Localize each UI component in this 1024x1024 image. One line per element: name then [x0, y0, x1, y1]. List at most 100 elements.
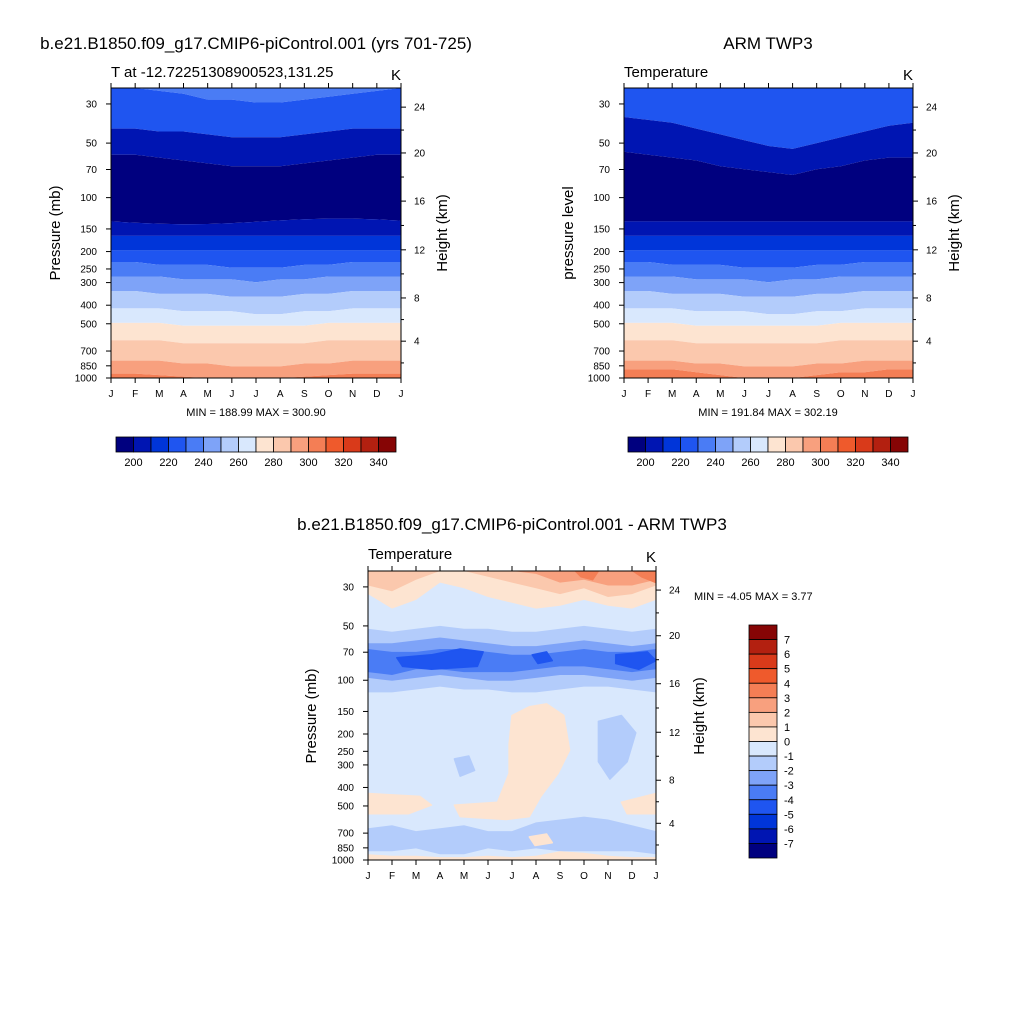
panel-model-units: K	[391, 67, 401, 84]
contour-band-12	[624, 340, 913, 367]
y-tick-label: 300	[80, 278, 97, 289]
colorbar-swatch	[185, 436, 204, 453]
x-tick-label: F	[389, 871, 395, 882]
y-tick-label: 100	[337, 676, 354, 687]
colorbar-label: 6	[784, 649, 790, 661]
contour-band-warm-mid	[453, 703, 571, 821]
panel-diff: b.e21.B1850.f09_g17.CMIP6-piControl.001 …	[297, 515, 812, 882]
x-tick-label: M	[716, 389, 724, 400]
colorbar-label: -3	[784, 780, 794, 792]
y-tick-label: 50	[599, 139, 611, 150]
contour-band-cold-midR	[597, 714, 637, 780]
colorbar-label: 320	[334, 457, 352, 469]
colorbar-swatch	[238, 436, 257, 453]
y-right-tick-label: 20	[414, 148, 426, 159]
panel-diff-stats: MIN = -4.05 MAX = 3.77	[694, 591, 813, 603]
contour-band-cold-midL	[453, 755, 476, 777]
x-tick-label: S	[301, 389, 308, 400]
x-tick-label: M	[155, 389, 163, 400]
colorbar-swatch	[220, 436, 239, 453]
colorbar-swatch	[748, 711, 778, 728]
panel-diff-left-string: Temperature	[368, 546, 452, 563]
contour-band-9	[624, 291, 913, 315]
contour-band-10	[624, 308, 913, 326]
y-tick-label: 30	[599, 99, 611, 110]
y-right-tick-label: 12	[926, 245, 938, 256]
contour-band-1	[624, 88, 913, 149]
panel-model-axes: J F M A M J J A S O N D J 30 50 70 100 150 200 250 300 400 500…	[75, 83, 426, 400]
colorbar-label: 200	[124, 457, 142, 469]
contour-band-4	[624, 221, 913, 236]
contour-band-3	[111, 154, 401, 225]
y-tick-label: 70	[599, 165, 611, 176]
y-right-tick-label: 24	[414, 103, 426, 114]
panel-diff-contour-field	[368, 571, 656, 860]
x-tick-label: A	[180, 389, 187, 400]
y-tick-label: 100	[593, 193, 610, 204]
colorbar-label: 0	[784, 737, 790, 749]
contour-band-cold-sfc	[368, 816, 656, 855]
x-tick-label: M	[412, 871, 420, 882]
panel-diff-colorbar: 7 6 5 4 3 2 1 0 -1 -2 -3 -4 -5 -6 -7	[748, 624, 794, 859]
y-tick-label: 400	[593, 301, 610, 312]
y-tick-label: 700	[337, 829, 354, 840]
x-tick-label: O	[580, 871, 588, 882]
panel-diff-title: b.e21.B1850.f09_g17.CMIP6-piControl.001 …	[297, 515, 727, 534]
contour-band-12	[111, 340, 401, 367]
colorbar-swatch	[820, 436, 839, 453]
colorbar-swatch	[872, 436, 891, 453]
colorbar-label: -2	[784, 766, 794, 778]
x-tick-label: M	[203, 389, 211, 400]
y-right-tick-label: 16	[669, 679, 681, 690]
x-tick-label: J	[366, 871, 371, 882]
x-tick-label: J	[486, 871, 491, 882]
y-tick-label: 850	[80, 361, 97, 372]
colorbar-label: -5	[784, 809, 794, 821]
panel-diff-axes: J F M A M J J A S O N D J 30 50 70 100 150 200 250 300 400 500…	[332, 566, 681, 882]
colorbar-swatch	[255, 436, 274, 453]
y-right-tick-label: 12	[669, 728, 681, 739]
contour-band-cold4c	[614, 651, 656, 671]
colorbar-label: 1	[784, 722, 790, 734]
colorbar-swatch	[837, 436, 856, 453]
x-tick-label: J	[510, 871, 515, 882]
panel-diff-ylabel-left: Pressure (mb)	[303, 668, 320, 763]
colorbar-swatch	[115, 436, 134, 453]
y-tick-label: 200	[80, 247, 97, 258]
x-tick-label: J	[622, 389, 627, 400]
x-tick-label: A	[277, 389, 284, 400]
colorbar-swatch	[855, 436, 874, 453]
x-tick-label: M	[460, 871, 468, 882]
colorbar-swatch	[748, 726, 778, 742]
colorbar-swatch	[290, 436, 309, 453]
colorbar-swatch	[748, 653, 778, 670]
x-tick-label: J	[742, 389, 747, 400]
y-tick-label: 70	[343, 648, 355, 659]
panel-diff-units: K	[646, 549, 656, 566]
colorbar-swatch	[680, 436, 699, 453]
x-tick-label: N	[861, 389, 868, 400]
colorbar-swatch	[748, 624, 778, 640]
y-tick-label: 150	[337, 707, 354, 718]
colorbar-label: 7	[784, 635, 790, 647]
colorbar-label: 300	[811, 457, 829, 469]
y-tick-label: 250	[593, 264, 610, 275]
panel-obs-ylabel-left: pressure level	[560, 186, 577, 279]
colorbar-label: 340	[369, 457, 387, 469]
x-tick-label: J	[109, 389, 114, 400]
colorbar-label: 280	[264, 457, 282, 469]
colorbar-swatch	[732, 436, 751, 453]
colorbar-swatch	[662, 436, 681, 453]
y-tick-label: 250	[80, 264, 97, 275]
x-tick-label: A	[437, 871, 444, 882]
colorbar-label: 5	[784, 664, 790, 676]
panel-obs-contour-field	[624, 88, 913, 378]
contour-band-warm-sfc	[528, 833, 554, 847]
colorbar-swatch	[748, 639, 778, 655]
panel-obs-colorbar: 200 220 240 260 280 300 320 340	[627, 436, 909, 469]
x-tick-label: J	[654, 871, 659, 882]
x-tick-label: O	[837, 389, 845, 400]
contour-band-6	[111, 250, 401, 268]
contour-band-warm-low	[368, 792, 433, 815]
colorbar-label: 220	[671, 457, 689, 469]
